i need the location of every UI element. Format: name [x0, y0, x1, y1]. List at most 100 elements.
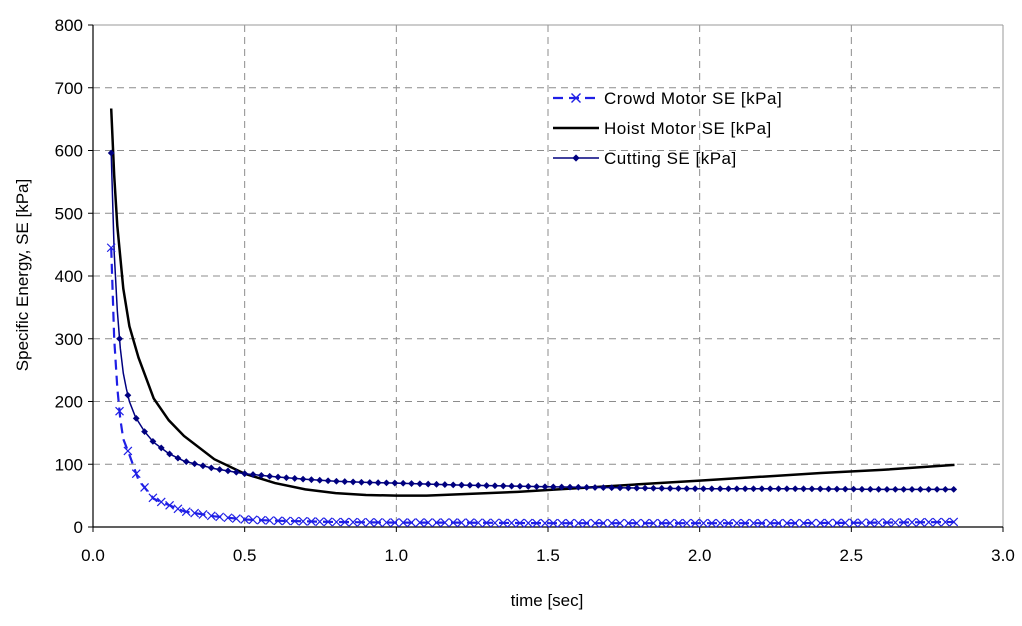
- x-axis-label: time [sec]: [511, 591, 584, 610]
- series-line-hoist-motor: [109, 108, 955, 497]
- data-point-crowd-motor: [206, 511, 216, 521]
- data-point-crowd-motor: [665, 518, 675, 528]
- data-point-crowd-motor: [790, 518, 800, 528]
- data-point-crowd-motor: [523, 518, 533, 528]
- data-point-cutting: [499, 482, 507, 490]
- data-point-cutting: [474, 481, 482, 489]
- data-point-cutting: [441, 481, 449, 488]
- data-point-cutting: [716, 485, 724, 493]
- data-point-crowd-motor: [924, 517, 934, 527]
- data-point-crowd-motor: [840, 518, 850, 528]
- legend: Crowd Motor SE [kPa] Hoist Motor SE [kPa]…: [553, 89, 782, 168]
- series-markers-crowd-motor: [106, 243, 959, 528]
- data-point-crowd-motor: [223, 513, 233, 523]
- data-point-crowd-motor: [815, 518, 825, 528]
- axes: [88, 24, 1004, 532]
- data-point-crowd-motor: [598, 518, 608, 528]
- data-point-cutting: [758, 485, 766, 493]
- data-point-crowd-motor: [532, 518, 542, 528]
- data-point-crowd-motor: [256, 515, 266, 525]
- data-point-crowd-motor: [148, 493, 158, 503]
- data-point-cutting: [349, 478, 357, 486]
- data-point-crowd-motor: [215, 512, 225, 522]
- data-point-cutting: [341, 478, 349, 485]
- data-point-crowd-motor: [365, 517, 375, 527]
- data-point-cutting: [466, 481, 474, 489]
- data-point-crowd-motor: [323, 517, 333, 527]
- data-point-crowd-motor: [465, 518, 475, 528]
- data-point-cutting: [666, 485, 674, 492]
- data-point-cutting: [741, 485, 749, 493]
- legend-item: Cutting SE [kPa]: [553, 149, 736, 168]
- data-point-crowd-motor: [940, 517, 950, 527]
- data-point-cutting: [875, 485, 883, 493]
- data-point-cutting: [157, 444, 165, 452]
- data-point-crowd-motor: [824, 518, 834, 528]
- data-point-crowd-motor: [373, 517, 383, 527]
- data-point-cutting: [683, 485, 691, 492]
- legend-item: Hoist Motor SE [kPa]: [553, 119, 772, 138]
- data-point-crowd-motor: [398, 518, 408, 528]
- data-point-crowd-motor: [724, 518, 733, 528]
- data-point-crowd-motor: [473, 518, 483, 528]
- x-tick-label: 0.5: [233, 546, 257, 565]
- data-point-cutting: [700, 485, 707, 493]
- data-point-cutting: [508, 482, 515, 490]
- data-point-crowd-motor: [407, 518, 416, 528]
- y-tick-label: 600: [55, 142, 83, 161]
- data-point-crowd-motor: [231, 514, 241, 524]
- data-point-crowd-motor: [332, 517, 341, 527]
- data-point-crowd-motor: [306, 517, 316, 526]
- data-point-crowd-motor: [615, 518, 625, 528]
- data-point-crowd-motor: [557, 518, 567, 528]
- data-point-cutting: [249, 471, 257, 478]
- x-tick-label: 2.5: [840, 546, 864, 565]
- data-point-crowd-motor: [573, 518, 583, 528]
- data-point-crowd-motor: [415, 518, 425, 528]
- data-point-cutting: [124, 391, 132, 399]
- data-point-crowd-motor: [932, 517, 942, 527]
- data-point-cutting: [333, 477, 340, 485]
- data-point-cutting: [650, 484, 657, 492]
- data-point-crowd-motor: [123, 446, 133, 456]
- data-point-cutting: [433, 480, 440, 488]
- data-point-cutting: [107, 149, 115, 157]
- data-point-crowd-motor: [281, 516, 291, 526]
- data-point-crowd-motor: [582, 518, 592, 528]
- y-axis-label: Specific Energy, SE [kPa]: [13, 179, 32, 371]
- data-point-crowd-motor: [340, 517, 350, 527]
- data-point-crowd-motor: [165, 500, 175, 510]
- data-point-crowd-motor: [457, 518, 466, 528]
- data-point-crowd-motor: [106, 243, 116, 253]
- data-point-cutting: [750, 485, 757, 493]
- data-point-cutting: [241, 470, 249, 478]
- y-tick-label: 500: [55, 204, 83, 223]
- data-point-cutting: [725, 485, 732, 493]
- legend-marker-cutting: [572, 154, 580, 162]
- data-point-crowd-motor: [357, 517, 366, 527]
- series-layer: [106, 108, 959, 528]
- data-point-cutting: [458, 481, 465, 489]
- data-point-cutting: [866, 485, 874, 493]
- data-point-cutting: [633, 484, 641, 492]
- y-tick-label: 400: [55, 267, 83, 286]
- data-point-cutting: [908, 485, 916, 493]
- data-point-cutting: [841, 485, 849, 493]
- data-point-cutting: [925, 485, 933, 493]
- data-point-cutting: [883, 485, 891, 493]
- data-point-cutting: [766, 485, 774, 493]
- data-point-cutting: [257, 471, 265, 479]
- data-point-cutting: [591, 484, 599, 491]
- data-point-crowd-motor: [498, 518, 508, 528]
- legend-marker-crowd-motor: [571, 93, 581, 103]
- data-point-crowd-motor: [765, 518, 775, 528]
- data-point-cutting: [316, 476, 324, 484]
- data-point-crowd-motor: [315, 517, 325, 527]
- data-point-cutting: [449, 481, 457, 489]
- data-point-cutting: [141, 428, 148, 436]
- data-point-cutting: [308, 476, 315, 484]
- data-point-cutting: [266, 472, 274, 480]
- data-point-cutting: [574, 483, 582, 491]
- legend-label: Hoist Motor SE [kPa]: [604, 119, 772, 138]
- data-point-cutting: [800, 485, 807, 493]
